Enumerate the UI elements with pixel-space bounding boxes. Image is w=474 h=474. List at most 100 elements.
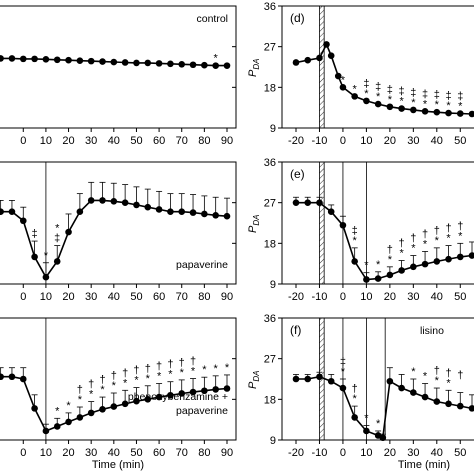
x-tick-label: 0 (340, 291, 346, 303)
significance-marker: * (364, 88, 369, 100)
x-tick-label: 40 (108, 291, 120, 303)
data-point (178, 60, 186, 68)
data-point (65, 418, 72, 426)
significance-marker: † (111, 370, 117, 382)
significance-marker: † (122, 367, 128, 379)
data-point (8, 208, 16, 216)
data-point (53, 258, 61, 265)
significance-marker: * (225, 362, 230, 374)
data-point (410, 263, 417, 271)
x-tick-label: 30 (85, 291, 97, 303)
significance-marker: † (133, 365, 139, 377)
panel-label: (f) (290, 323, 301, 337)
significance-marker: * (446, 377, 451, 389)
x-tick-label: 50 (130, 291, 142, 303)
significance-marker: ‡ (340, 356, 346, 368)
x-tick-label: 0 (340, 447, 346, 459)
data-point (155, 206, 163, 213)
panel-annotation: control (196, 13, 228, 25)
x-tick-label: 60 (153, 291, 165, 303)
data-point (445, 400, 452, 408)
x-tick-label: 0 (20, 135, 26, 147)
y-tick-label: 36 (264, 1, 276, 13)
data-point (201, 387, 208, 395)
significance-marker: * (353, 83, 358, 95)
data-point (155, 60, 163, 67)
significance-marker: * (214, 363, 219, 375)
data-point (167, 60, 174, 68)
significance-marker: * (423, 98, 428, 110)
significance-marker: * (411, 243, 416, 255)
significance-marker: ‡ (352, 225, 358, 237)
data-point (456, 110, 464, 117)
significance-marker: * (376, 418, 381, 430)
significance-marker: † (387, 244, 393, 256)
significance-marker: * (446, 100, 451, 112)
significance-marker: ‡ (410, 87, 416, 99)
data-point (212, 386, 219, 393)
data-point (99, 405, 106, 413)
data-point (398, 267, 405, 274)
y-tick-label: 36 (264, 313, 276, 325)
x-tick-label: 10 (40, 135, 52, 147)
significance-marker: * (458, 230, 463, 242)
y-tick-label: 27 (264, 198, 276, 210)
x-tick-label: 30 (407, 135, 419, 147)
plot-frame (281, 5, 474, 129)
significance-marker: † (156, 361, 162, 373)
data-point (421, 393, 429, 401)
panel-annotation: papaverine (176, 405, 228, 417)
significance-marker: * (55, 405, 60, 417)
data-point (410, 389, 417, 396)
x-tick-label: 10 (40, 447, 52, 459)
plot-frame (0, 5, 237, 129)
data-point (304, 56, 312, 64)
x-tick-label: 20 (62, 447, 74, 459)
data-point (323, 41, 330, 48)
x-tick-label: -10 (312, 447, 328, 459)
data-point (339, 84, 347, 91)
y-axis-label-sub: DA (252, 59, 261, 70)
data-point (65, 56, 72, 64)
x-tick-label: 80 (198, 291, 210, 303)
significance-marker: ‡ (32, 228, 38, 240)
significance-marker: † (352, 383, 358, 395)
significance-marker: * (191, 366, 196, 378)
data-point (155, 393, 163, 401)
significance-marker: * (78, 394, 83, 406)
significance-marker: * (388, 254, 393, 266)
x-tick-label: 20 (62, 135, 74, 147)
significance-marker: † (422, 228, 428, 240)
x-tick-label: 30 (407, 447, 419, 459)
data-point (339, 221, 347, 229)
significance-marker: † (434, 365, 440, 377)
data-point (351, 93, 358, 100)
y-tick-label: 27 (264, 354, 276, 366)
data-point (327, 377, 335, 385)
data-point (201, 61, 208, 69)
data-point (316, 373, 323, 381)
y-axis-label: PDA (247, 371, 261, 389)
significance-marker: † (457, 220, 463, 232)
data-point (201, 210, 208, 218)
significance-marker: † (434, 225, 440, 237)
data-point (144, 59, 152, 67)
plot-frame (281, 317, 474, 441)
significance-marker: ‡ (445, 90, 451, 102)
data-point (19, 217, 27, 225)
y-tick-label: 9 (270, 123, 276, 135)
significance-marker: ‡ (54, 233, 60, 245)
significance-marker: * (180, 367, 185, 379)
x-tick-label: -10 (312, 135, 328, 147)
x-tick-label: 10 (40, 291, 52, 303)
data-point (189, 388, 197, 396)
data-point (42, 427, 50, 435)
x-tick-label: 40 (431, 291, 443, 303)
data-point (212, 212, 219, 219)
data-point (76, 414, 84, 421)
hatched-interval (319, 5, 325, 129)
data-point (8, 373, 16, 381)
significance-marker: * (435, 99, 440, 111)
significance-marker: * (458, 101, 463, 113)
data-point (110, 198, 118, 205)
